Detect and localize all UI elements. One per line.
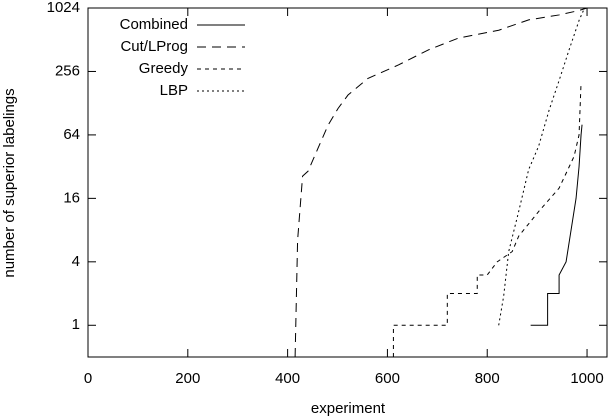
legend-label: Greedy — [139, 60, 189, 77]
plot-frame — [87, 7, 608, 358]
x-axis-label: experiment — [311, 400, 386, 417]
legend-label: Combined — [120, 16, 188, 33]
series-line — [498, 8, 585, 326]
y-tick-label: 1 — [72, 316, 80, 333]
series-line — [294, 7, 588, 358]
x-tick-label: 0 — [84, 370, 92, 387]
y-tick-label: 64 — [63, 126, 80, 143]
y-axis-label: number of superior labelings — [1, 88, 18, 277]
y-tick-label: 16 — [63, 189, 80, 206]
x-tick-label: 800 — [475, 370, 500, 387]
series-line — [392, 82, 582, 357]
x-tick-label: 400 — [275, 370, 300, 387]
x-tick-label: 200 — [175, 370, 200, 387]
y-tick-label: 1024 — [47, 0, 80, 16]
x-tick-label: 600 — [375, 370, 400, 387]
series-line — [530, 124, 583, 326]
legend-label: LBP — [160, 82, 188, 99]
legend-label: Cut/LProg — [120, 38, 188, 55]
x-tick-label: 1000 — [570, 370, 603, 387]
y-tick-label: 4 — [72, 253, 80, 270]
y-tick-label: 256 — [55, 62, 80, 79]
